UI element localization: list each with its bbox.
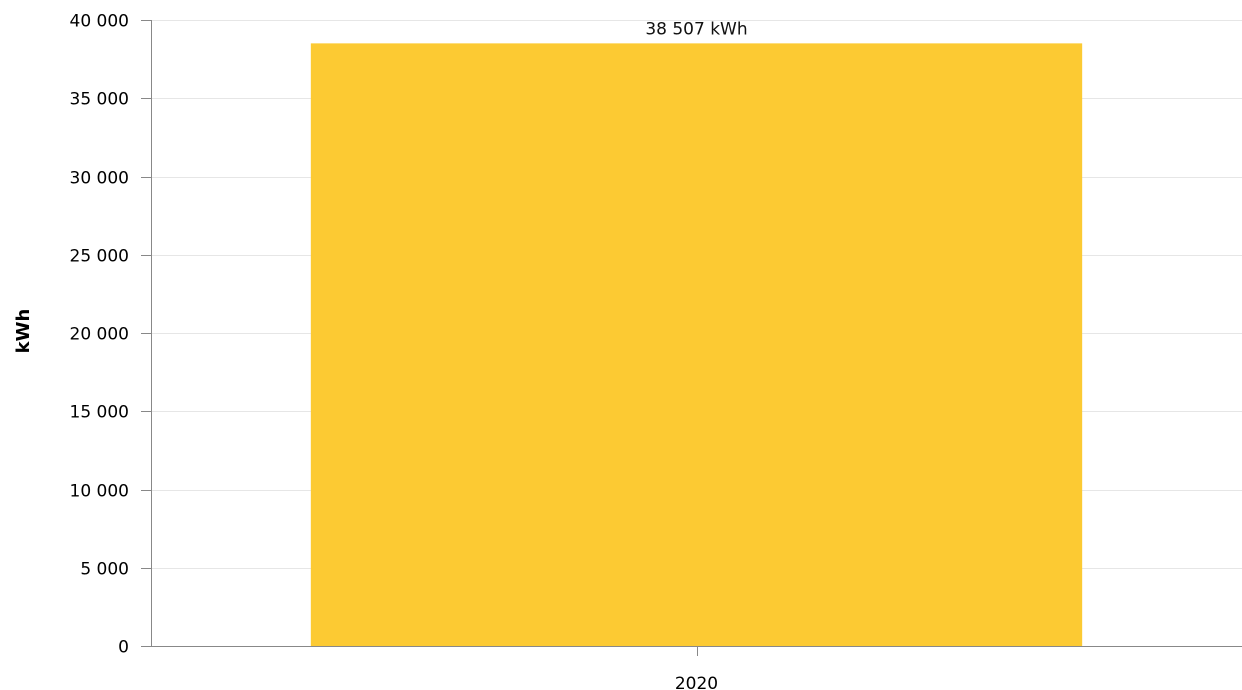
x-tick-label: 2020 (675, 674, 718, 690)
y-tick-label: 0 (118, 638, 129, 658)
bars (310, 43, 1083, 646)
y-tick-label: 10 000 (70, 482, 129, 502)
y-tick-label: 25 000 (70, 247, 129, 267)
y-tick-label: 5 000 (80, 560, 129, 580)
y-tick-label: 40 000 (70, 12, 129, 32)
bar-2020[interactable] (310, 43, 1083, 646)
y-tick-label: 15 000 (70, 403, 129, 423)
y-tick-label: 20 000 (70, 325, 129, 345)
y-tick-label: 30 000 (70, 169, 129, 189)
axes (141, 20, 1242, 656)
labels: 0 5 000 10 000 15 000 20 000 25 000 30 000 35 0… (70, 12, 748, 690)
y-axis-title: kWh (13, 309, 34, 354)
bar-value-label: 38 507 kWh (645, 19, 747, 39)
y-tick-label: 35 000 (70, 90, 129, 110)
